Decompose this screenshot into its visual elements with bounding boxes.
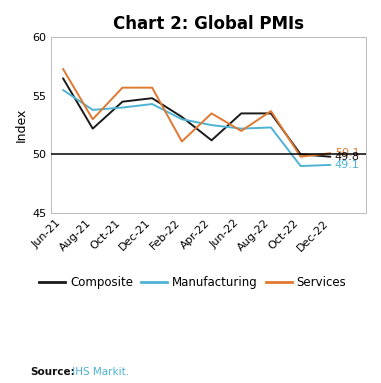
Composite	[179, 115, 184, 119]
Composite	[328, 154, 333, 159]
Manufacturing	[150, 102, 154, 106]
Y-axis label: Index: Index	[15, 108, 28, 142]
Manufacturing	[179, 117, 184, 121]
Composite	[269, 111, 273, 116]
Line: Services: Services	[63, 69, 330, 157]
Services	[90, 117, 95, 121]
Services	[209, 111, 214, 116]
Manufacturing	[328, 163, 333, 167]
Text: Source:: Source:	[30, 367, 75, 376]
Composite	[90, 126, 95, 131]
Manufacturing	[298, 164, 303, 169]
Composite	[120, 100, 125, 104]
Manufacturing	[61, 88, 65, 92]
Manufacturing	[209, 123, 214, 128]
Composite	[150, 96, 154, 100]
Services	[120, 85, 125, 90]
Composite	[239, 111, 243, 116]
Composite	[61, 76, 65, 80]
Legend: Composite, Manufacturing, Services: Composite, Manufacturing, Services	[35, 272, 351, 294]
Manufacturing	[90, 108, 95, 112]
Services	[61, 67, 65, 71]
Services	[269, 109, 273, 113]
Title: Chart 2: Global PMIs: Chart 2: Global PMIs	[113, 15, 304, 33]
Services	[239, 129, 243, 133]
Services	[298, 154, 303, 159]
Services	[328, 151, 333, 155]
Text: 49.8: 49.8	[335, 152, 360, 162]
Manufacturing	[120, 105, 125, 110]
Composite	[298, 152, 303, 157]
Line: Manufacturing: Manufacturing	[63, 90, 330, 166]
Text: 50.1: 50.1	[335, 148, 359, 158]
Text: IHS Markit.: IHS Markit.	[69, 367, 129, 376]
Manufacturing	[269, 125, 273, 130]
Manufacturing	[239, 126, 243, 131]
Text: 49.1: 49.1	[335, 160, 360, 170]
Services	[179, 139, 184, 144]
Composite	[209, 138, 214, 142]
Line: Composite: Composite	[63, 78, 330, 157]
Services	[150, 85, 154, 90]
